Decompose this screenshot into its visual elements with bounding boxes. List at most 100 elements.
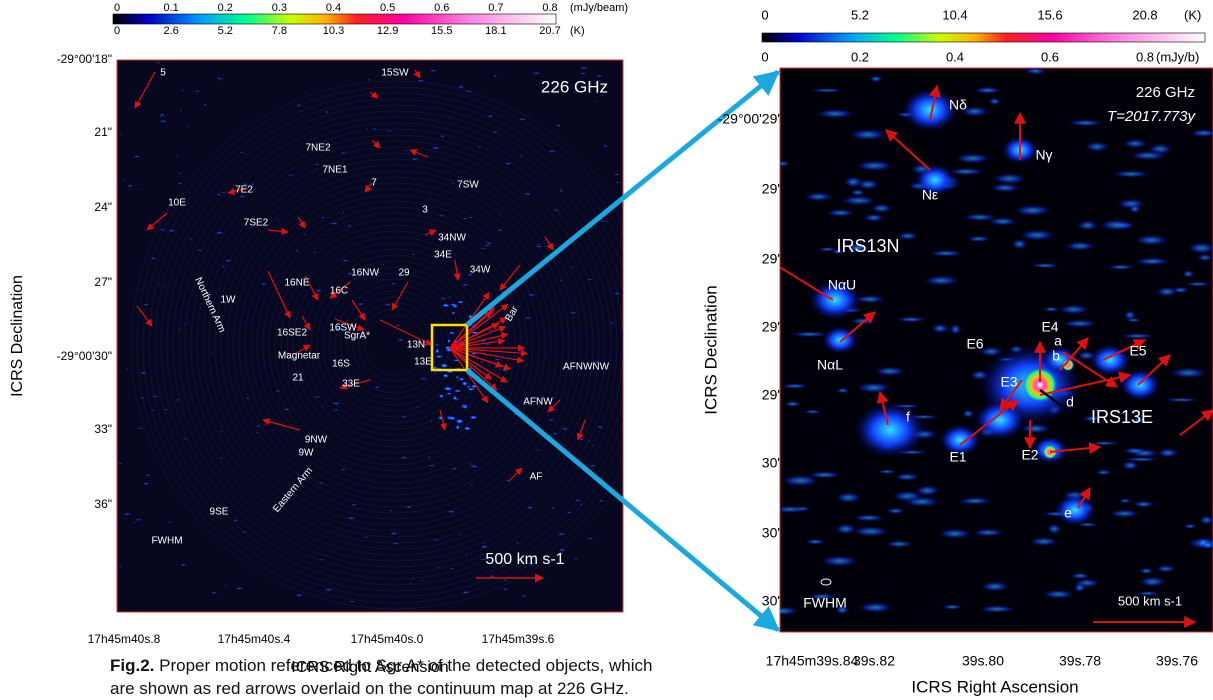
emission: [1133, 234, 1169, 246]
emission: [420, 579, 425, 582]
emission: [123, 179, 126, 182]
emission: [334, 327, 344, 331]
ring: [298, 248, 492, 442]
colorbar-tick-label: 0.6: [434, 2, 449, 14]
emission: [559, 279, 564, 282]
colorbar-unit: (mJy/beam): [570, 2, 628, 14]
source-label: FWHM: [803, 595, 847, 611]
emission: [1108, 509, 1141, 518]
source-label: 34E: [434, 250, 452, 261]
emission: [523, 316, 533, 320]
emission: [1064, 241, 1097, 251]
emission: [259, 282, 268, 286]
emission: [431, 539, 441, 541]
emission: [464, 553, 469, 555]
colorbar-tick-label: 2.6: [163, 25, 178, 37]
emission: [446, 339, 452, 344]
emission: [347, 224, 352, 228]
emission: [274, 389, 282, 393]
emission: [179, 109, 183, 112]
emission: [521, 192, 532, 194]
source-label: AF: [530, 472, 543, 483]
emission: [891, 490, 924, 502]
ring: [190, 140, 600, 550]
emission: [329, 222, 339, 225]
emission: [504, 162, 513, 165]
emission: [520, 154, 523, 158]
colorbar-tick-label: 0.2: [218, 2, 233, 14]
ring: [154, 104, 623, 586]
emission: [780, 505, 807, 514]
emission: [957, 496, 993, 505]
motion-arrow: [449, 325, 507, 349]
motion-arrow: [379, 319, 433, 346]
emission: [466, 387, 476, 391]
emission: [493, 358, 502, 361]
emission: [1139, 567, 1154, 575]
emission: [802, 409, 823, 414]
motion-arrow: [544, 236, 554, 251]
emission: [567, 511, 572, 514]
emission: [466, 385, 471, 389]
emission: [988, 97, 1002, 106]
emission: [126, 367, 129, 370]
ring: [292, 242, 498, 448]
ring: [244, 194, 546, 496]
emission: [552, 432, 559, 436]
ring: [160, 110, 623, 580]
emission: [536, 243, 541, 245]
colorbar-tick-label: 0: [761, 7, 768, 22]
emission: [312, 251, 318, 254]
emission: [954, 153, 992, 164]
ring: [184, 134, 606, 556]
motion-arrow: [449, 347, 529, 357]
source-label: E1: [949, 449, 966, 465]
emission: [533, 449, 542, 451]
colorbar-tick-label: 0.4: [326, 2, 341, 14]
emission: [499, 212, 502, 214]
colorbar-tick-label: 12.9: [377, 25, 398, 37]
emission: [239, 151, 245, 154]
emission: [901, 88, 959, 132]
emission: [461, 380, 468, 387]
emission: [456, 300, 465, 304]
emission: [1082, 415, 1102, 422]
motion-arrow: [876, 390, 889, 426]
motion-arrow: [449, 347, 489, 404]
source-label: 7E2: [235, 185, 253, 196]
emission: [486, 329, 495, 332]
emission: [553, 209, 561, 212]
emission: [1042, 306, 1060, 312]
motion-arrow: [1049, 442, 1102, 455]
emission: [527, 293, 536, 297]
emission: [313, 395, 322, 398]
emission: [855, 160, 894, 172]
emission: [264, 423, 267, 426]
emission: [780, 606, 800, 616]
emission: [221, 265, 226, 268]
emission: [373, 385, 381, 389]
emission: [122, 512, 132, 516]
source-label: 5: [160, 68, 166, 79]
source-label: 16C: [330, 286, 348, 297]
emission: [439, 135, 446, 138]
source-label: NαL: [817, 357, 843, 373]
motion-arrow: [449, 310, 493, 349]
emission: [1012, 204, 1053, 217]
emission: [350, 503, 358, 506]
y-tick-label: -29°00'30": [57, 349, 112, 363]
emission: [545, 355, 548, 358]
emission: [1198, 515, 1213, 525]
emission: [803, 192, 834, 202]
emission: [291, 283, 298, 287]
emission: [1024, 68, 1048, 75]
emission: [173, 399, 182, 401]
source-label: 7NE2: [305, 143, 330, 154]
motion-arrow: [391, 281, 409, 311]
emission: [966, 235, 992, 243]
source-label: AFNW: [523, 397, 553, 408]
emission: [848, 128, 888, 141]
emission: [500, 368, 510, 372]
emission: [339, 468, 347, 471]
emission: [320, 216, 326, 219]
